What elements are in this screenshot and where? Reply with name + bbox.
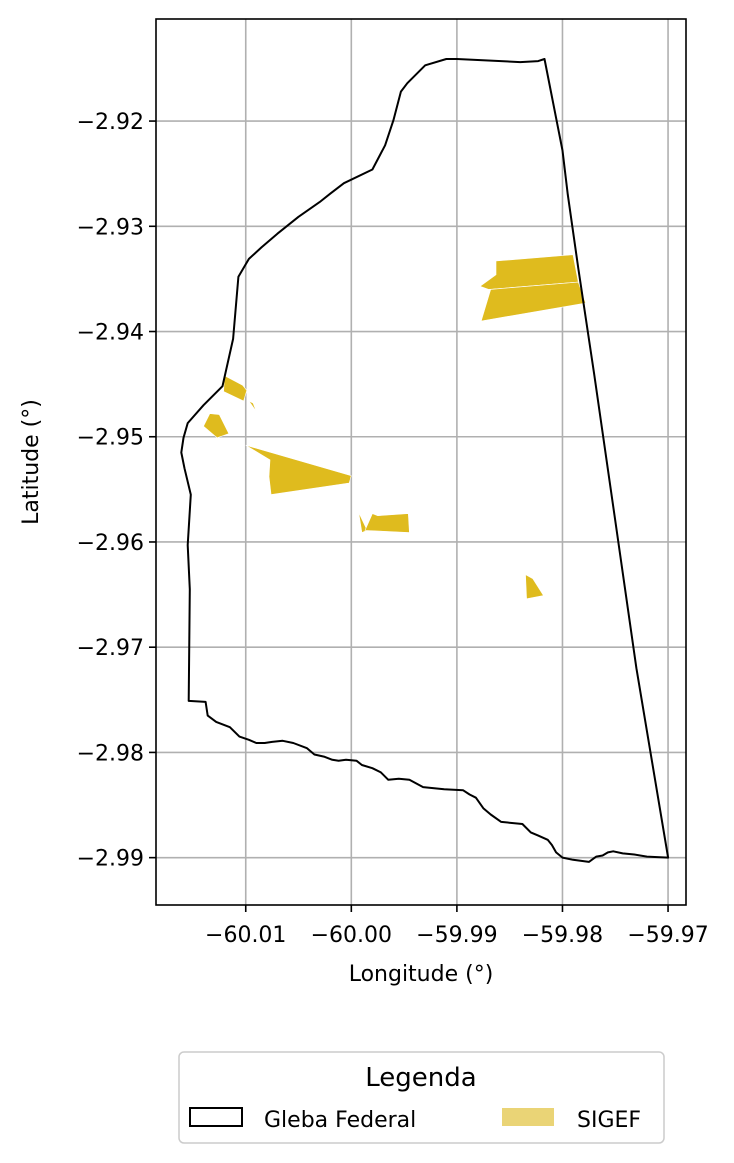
x-tick-label: −60.01 bbox=[205, 923, 286, 948]
y-axis-title: Latitude (°) bbox=[19, 399, 44, 525]
gleba-federal-boundary bbox=[180, 58, 670, 863]
sigef-parcel-3 bbox=[223, 375, 248, 402]
y-tick-label: −2.94 bbox=[77, 321, 144, 346]
x-tick-label: −59.98 bbox=[522, 923, 603, 948]
legend: Legenda Gleba Federal SIGEF bbox=[178, 1051, 665, 1144]
y-tick-label: −2.93 bbox=[77, 215, 144, 240]
y-tick-label: −2.92 bbox=[77, 110, 144, 135]
legend-label-gleba-federal: Gleba Federal bbox=[264, 1108, 416, 1133]
legend-title: Legenda bbox=[365, 1063, 476, 1093]
sigef-parcel-5 bbox=[203, 413, 230, 439]
x-tick-label: −59.97 bbox=[627, 923, 708, 948]
plot-frame bbox=[155, 18, 687, 906]
x-tick-label: −60.00 bbox=[311, 923, 392, 948]
sigef-parcel-2 bbox=[480, 281, 587, 322]
axis-ticks: −60.01 −60.00 −59.99 −59.98 −59.97 −2.92 −2.93… bbox=[77, 110, 709, 948]
y-tick-label: −2.98 bbox=[77, 741, 144, 766]
x-axis-title: Longitude (°) bbox=[349, 962, 494, 987]
sigef-parcel-9 bbox=[525, 574, 544, 600]
sigef-layer bbox=[203, 254, 587, 600]
legend-swatch-sigef bbox=[502, 1108, 554, 1126]
y-tick-label: −2.97 bbox=[77, 636, 144, 661]
y-tick-label: −2.99 bbox=[77, 847, 144, 872]
sigef-parcel-7 bbox=[358, 512, 368, 533]
gridlines bbox=[156, 19, 686, 905]
y-tick-label: −2.96 bbox=[77, 531, 144, 556]
gleba-federal-layer bbox=[180, 58, 670, 863]
sigef-parcel-8 bbox=[364, 513, 410, 533]
sigef-parcel-1 bbox=[479, 254, 579, 290]
x-tick-label: −59.99 bbox=[416, 923, 497, 948]
legend-label-sigef: SIGEF bbox=[577, 1108, 641, 1133]
sigef-parcel-6 bbox=[245, 444, 352, 495]
y-tick-label: −2.95 bbox=[77, 426, 144, 451]
sigef-parcel-4 bbox=[248, 400, 257, 412]
legend-swatch-gleba-federal bbox=[189, 1107, 243, 1127]
